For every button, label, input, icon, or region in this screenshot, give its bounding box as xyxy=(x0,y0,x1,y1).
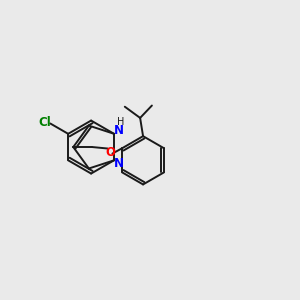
Text: Cl: Cl xyxy=(39,116,51,129)
Text: O: O xyxy=(105,146,115,159)
Text: H: H xyxy=(117,117,124,127)
Text: N: N xyxy=(114,124,124,137)
Text: N: N xyxy=(114,157,124,170)
